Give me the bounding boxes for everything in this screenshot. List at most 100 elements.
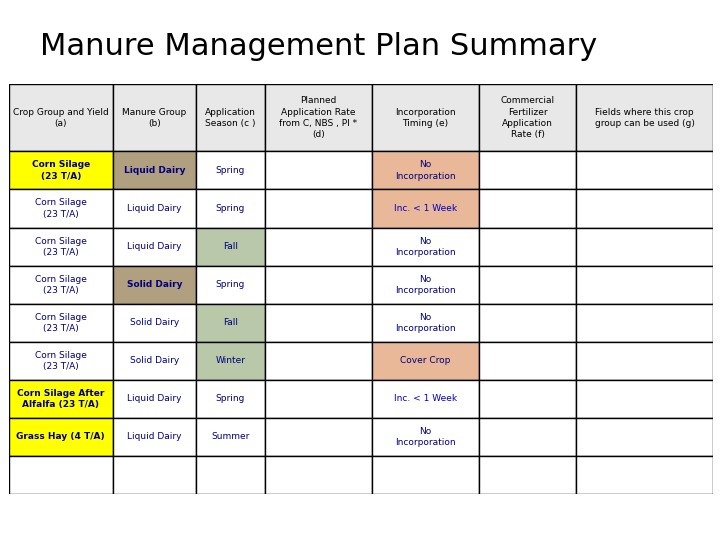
Bar: [372, 227, 479, 266]
Text: Solid Dairy: Solid Dairy: [130, 356, 179, 366]
Text: Liquid Dairy: Liquid Dairy: [127, 394, 181, 403]
Text: Liquid Dairy: Liquid Dairy: [124, 166, 185, 175]
Bar: [372, 303, 479, 342]
Bar: [196, 342, 265, 380]
Text: Solid Dairy: Solid Dairy: [127, 280, 182, 289]
Bar: [265, 190, 372, 227]
Bar: [265, 342, 372, 380]
Bar: [576, 266, 713, 303]
Bar: [113, 266, 196, 303]
Bar: [113, 456, 196, 494]
Bar: [113, 303, 196, 342]
Bar: [9, 303, 113, 342]
Text: No
Incorporation: No Incorporation: [395, 237, 456, 256]
Bar: [576, 418, 713, 456]
Bar: [9, 190, 113, 227]
Bar: [196, 456, 265, 494]
Bar: [265, 266, 372, 303]
Bar: [113, 151, 196, 190]
Text: No
Incorporation: No Incorporation: [395, 427, 456, 447]
Bar: [372, 84, 479, 151]
Text: Fields where this crop
group can be used (g): Fields where this crop group can be used…: [595, 107, 694, 127]
Text: Summer: Summer: [211, 433, 250, 442]
Text: Commercial
Fertilizer
Application
Rate (f): Commercial Fertilizer Application Rate (…: [500, 97, 554, 139]
Bar: [479, 380, 576, 418]
Bar: [479, 418, 576, 456]
Text: Cover Crop: Cover Crop: [400, 356, 451, 366]
Bar: [196, 227, 265, 266]
Bar: [9, 380, 113, 418]
Bar: [479, 342, 576, 380]
Bar: [372, 151, 479, 190]
Text: Corn Silage
(23 T/A): Corn Silage (23 T/A): [35, 313, 86, 333]
Bar: [576, 342, 713, 380]
Text: Fall: Fall: [223, 242, 238, 251]
Bar: [113, 190, 196, 227]
Bar: [479, 227, 576, 266]
Text: Penn State: Penn State: [18, 508, 145, 528]
Text: Corn Silage
(23 T/A): Corn Silage (23 T/A): [35, 275, 86, 295]
Bar: [9, 418, 113, 456]
Bar: [265, 227, 372, 266]
Bar: [576, 456, 713, 494]
Text: Manure Management Plan Summary: Manure Management Plan Summary: [40, 31, 597, 60]
Bar: [479, 456, 576, 494]
Text: Fall: Fall: [223, 318, 238, 327]
Bar: [372, 418, 479, 456]
Text: Manure Group
(b): Manure Group (b): [122, 107, 186, 127]
Bar: [196, 380, 265, 418]
Text: Inc. < 1 Week: Inc. < 1 Week: [394, 394, 457, 403]
Bar: [265, 303, 372, 342]
Bar: [113, 342, 196, 380]
Text: Crop Group and Yield
(a): Crop Group and Yield (a): [13, 107, 109, 127]
Text: Inc. < 1 Week: Inc. < 1 Week: [394, 204, 457, 213]
Bar: [372, 190, 479, 227]
Bar: [9, 84, 113, 151]
Text: Incorporation
Timing (e): Incorporation Timing (e): [395, 107, 456, 127]
Text: Spring: Spring: [216, 166, 245, 175]
Bar: [372, 266, 479, 303]
Text: Spring: Spring: [216, 204, 245, 213]
Bar: [479, 266, 576, 303]
Text: Corn Silage
(23 T/A): Corn Silage (23 T/A): [35, 351, 86, 371]
Bar: [576, 190, 713, 227]
Bar: [9, 227, 113, 266]
Bar: [576, 303, 713, 342]
Bar: [196, 303, 265, 342]
Bar: [9, 456, 113, 494]
Text: Extension: Extension: [95, 508, 218, 528]
Bar: [196, 266, 265, 303]
Bar: [265, 380, 372, 418]
Text: Liquid Dairy: Liquid Dairy: [127, 204, 181, 213]
Text: Liquid Dairy: Liquid Dairy: [127, 242, 181, 251]
Text: No
Incorporation: No Incorporation: [395, 313, 456, 333]
Text: Spring: Spring: [216, 394, 245, 403]
Bar: [113, 227, 196, 266]
Bar: [479, 303, 576, 342]
Bar: [113, 418, 196, 456]
Bar: [113, 84, 196, 151]
Bar: [265, 418, 372, 456]
Bar: [479, 84, 576, 151]
Bar: [265, 84, 372, 151]
Bar: [372, 380, 479, 418]
Bar: [576, 84, 713, 151]
Bar: [372, 456, 479, 494]
Bar: [265, 151, 372, 190]
Bar: [9, 266, 113, 303]
Bar: [196, 151, 265, 190]
Bar: [576, 380, 713, 418]
Bar: [196, 418, 265, 456]
Bar: [372, 342, 479, 380]
Text: Grass Hay (4 T/A): Grass Hay (4 T/A): [17, 433, 105, 442]
Text: No
Incorporation: No Incorporation: [395, 160, 456, 180]
Text: Liquid Dairy: Liquid Dairy: [127, 433, 181, 442]
Text: Planned
Application Rate
from C, NBS , PI *
(d): Planned Application Rate from C, NBS , P…: [279, 97, 358, 139]
Text: Corn Silage
(23 T/A): Corn Silage (23 T/A): [35, 237, 86, 256]
Bar: [196, 84, 265, 151]
Text: Solid Dairy: Solid Dairy: [130, 318, 179, 327]
Bar: [576, 151, 713, 190]
Bar: [9, 342, 113, 380]
Bar: [576, 227, 713, 266]
Bar: [265, 456, 372, 494]
